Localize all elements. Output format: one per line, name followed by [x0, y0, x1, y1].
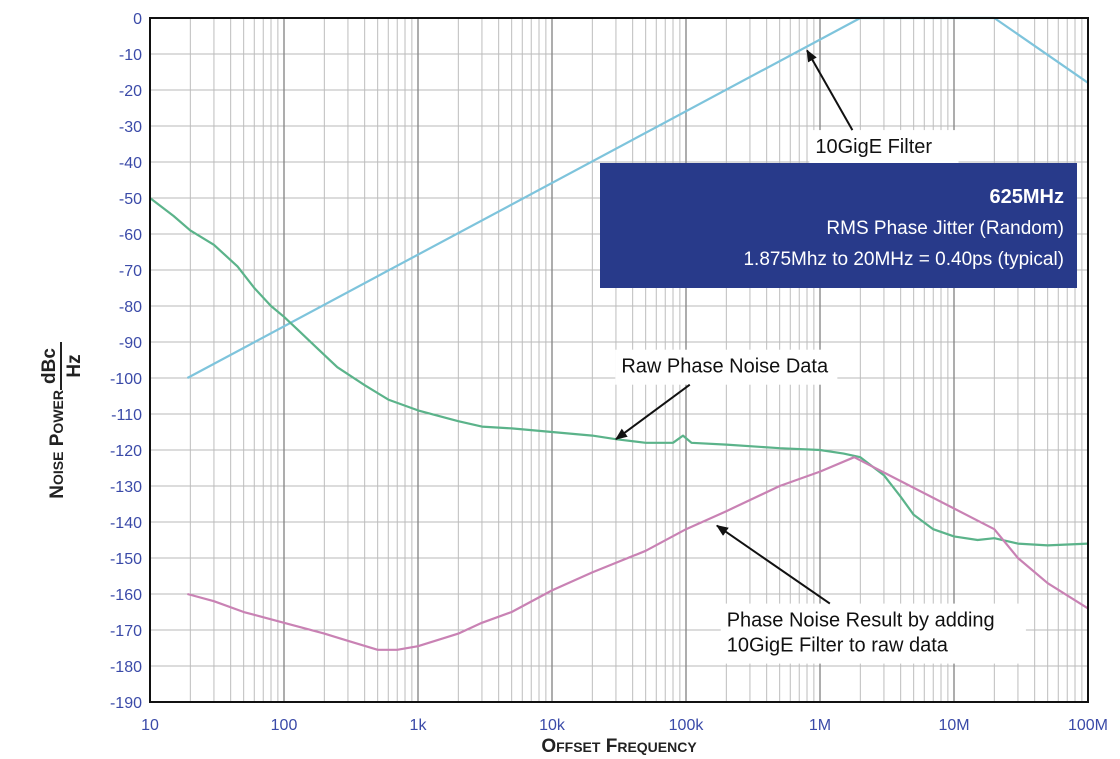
info-box-title: 625MHz — [990, 186, 1064, 208]
x-axis-title: OFFSET FREQUENCY — [541, 736, 697, 757]
x-tick-label: 1M — [809, 717, 831, 734]
x-tick-label: 10k — [539, 717, 566, 734]
x-tick-label: 100M — [1068, 717, 1108, 734]
y-tick-label: -80 — [119, 299, 142, 316]
y-tick-label: -150 — [110, 551, 142, 568]
annotation-box — [720, 603, 1026, 664]
y-tick-label: -20 — [119, 83, 142, 100]
y-axis-title-text: NOISE POWER — [47, 390, 68, 499]
x-tick-label: 10 — [141, 717, 159, 734]
annotation-box — [615, 349, 838, 385]
annotation-3: Phase Noise Result by adding 10GigE Filte… — [716, 524, 1026, 664]
annotation-arrow — [806, 49, 854, 131]
annotation-1: 10GigE Filter — [806, 49, 959, 166]
y-tick-label: -50 — [119, 191, 142, 208]
y-tick-label: 0 — [133, 11, 142, 28]
annotation-box — [809, 130, 959, 166]
y-tick-label: -120 — [110, 443, 142, 460]
y-axis-title: NOISE POWER dBc Hz — [39, 342, 85, 499]
annotation-arrow — [716, 524, 831, 605]
y-tick-label: -140 — [110, 515, 142, 532]
y-tick-label: -130 — [110, 479, 142, 496]
y-tick-label: -70 — [119, 263, 142, 280]
y-tick-label: -110 — [111, 407, 142, 424]
y-tick-label: -170 — [110, 623, 142, 640]
info-box-background — [600, 163, 1077, 288]
x-tick-label: 10M — [938, 717, 969, 734]
y-tick-label: -40 — [119, 155, 142, 172]
info-box-line1: RMS Phase Jitter (Random) — [826, 218, 1064, 239]
y-tick-label: -180 — [110, 659, 142, 676]
y-tick-label: -30 — [119, 119, 142, 136]
annotation-2: Raw Phase Noise Data — [615, 349, 838, 441]
y-axis-unit-denominator: Hz — [64, 354, 85, 377]
y-tick-label: -100 — [110, 371, 142, 388]
y-axis-unit-numerator: dBc — [39, 348, 60, 384]
x-tick-label: 100k — [669, 717, 705, 734]
annotation-text: Phase Noise Result by adding — [727, 610, 995, 632]
y-tick-label: -90 — [119, 335, 142, 352]
plot-border — [149, 17, 1089, 703]
annotation-text: 10GigE Filter to raw data — [727, 635, 949, 657]
y-tick-label: -160 — [110, 587, 142, 604]
info-box: 625MHz RMS Phase Jitter (Random) 1.875Mhz … — [600, 163, 1077, 288]
y-tick-label: -60 — [119, 227, 142, 244]
annotation-text: Raw Phase Noise Data — [621, 356, 829, 378]
annotation-arrow — [615, 383, 691, 441]
x-tick-label: 100 — [271, 717, 298, 734]
y-tick-label: -10 — [119, 47, 142, 64]
x-tick-label: 1k — [410, 717, 428, 734]
info-box-line2: 1.875Mhz to 20MHz = 0.40ps (typical) — [743, 249, 1064, 270]
series-line-result — [187, 456, 1089, 651]
annotation-text: 10GigE Filter — [815, 136, 932, 158]
y-tick-label: -190 — [110, 695, 142, 712]
